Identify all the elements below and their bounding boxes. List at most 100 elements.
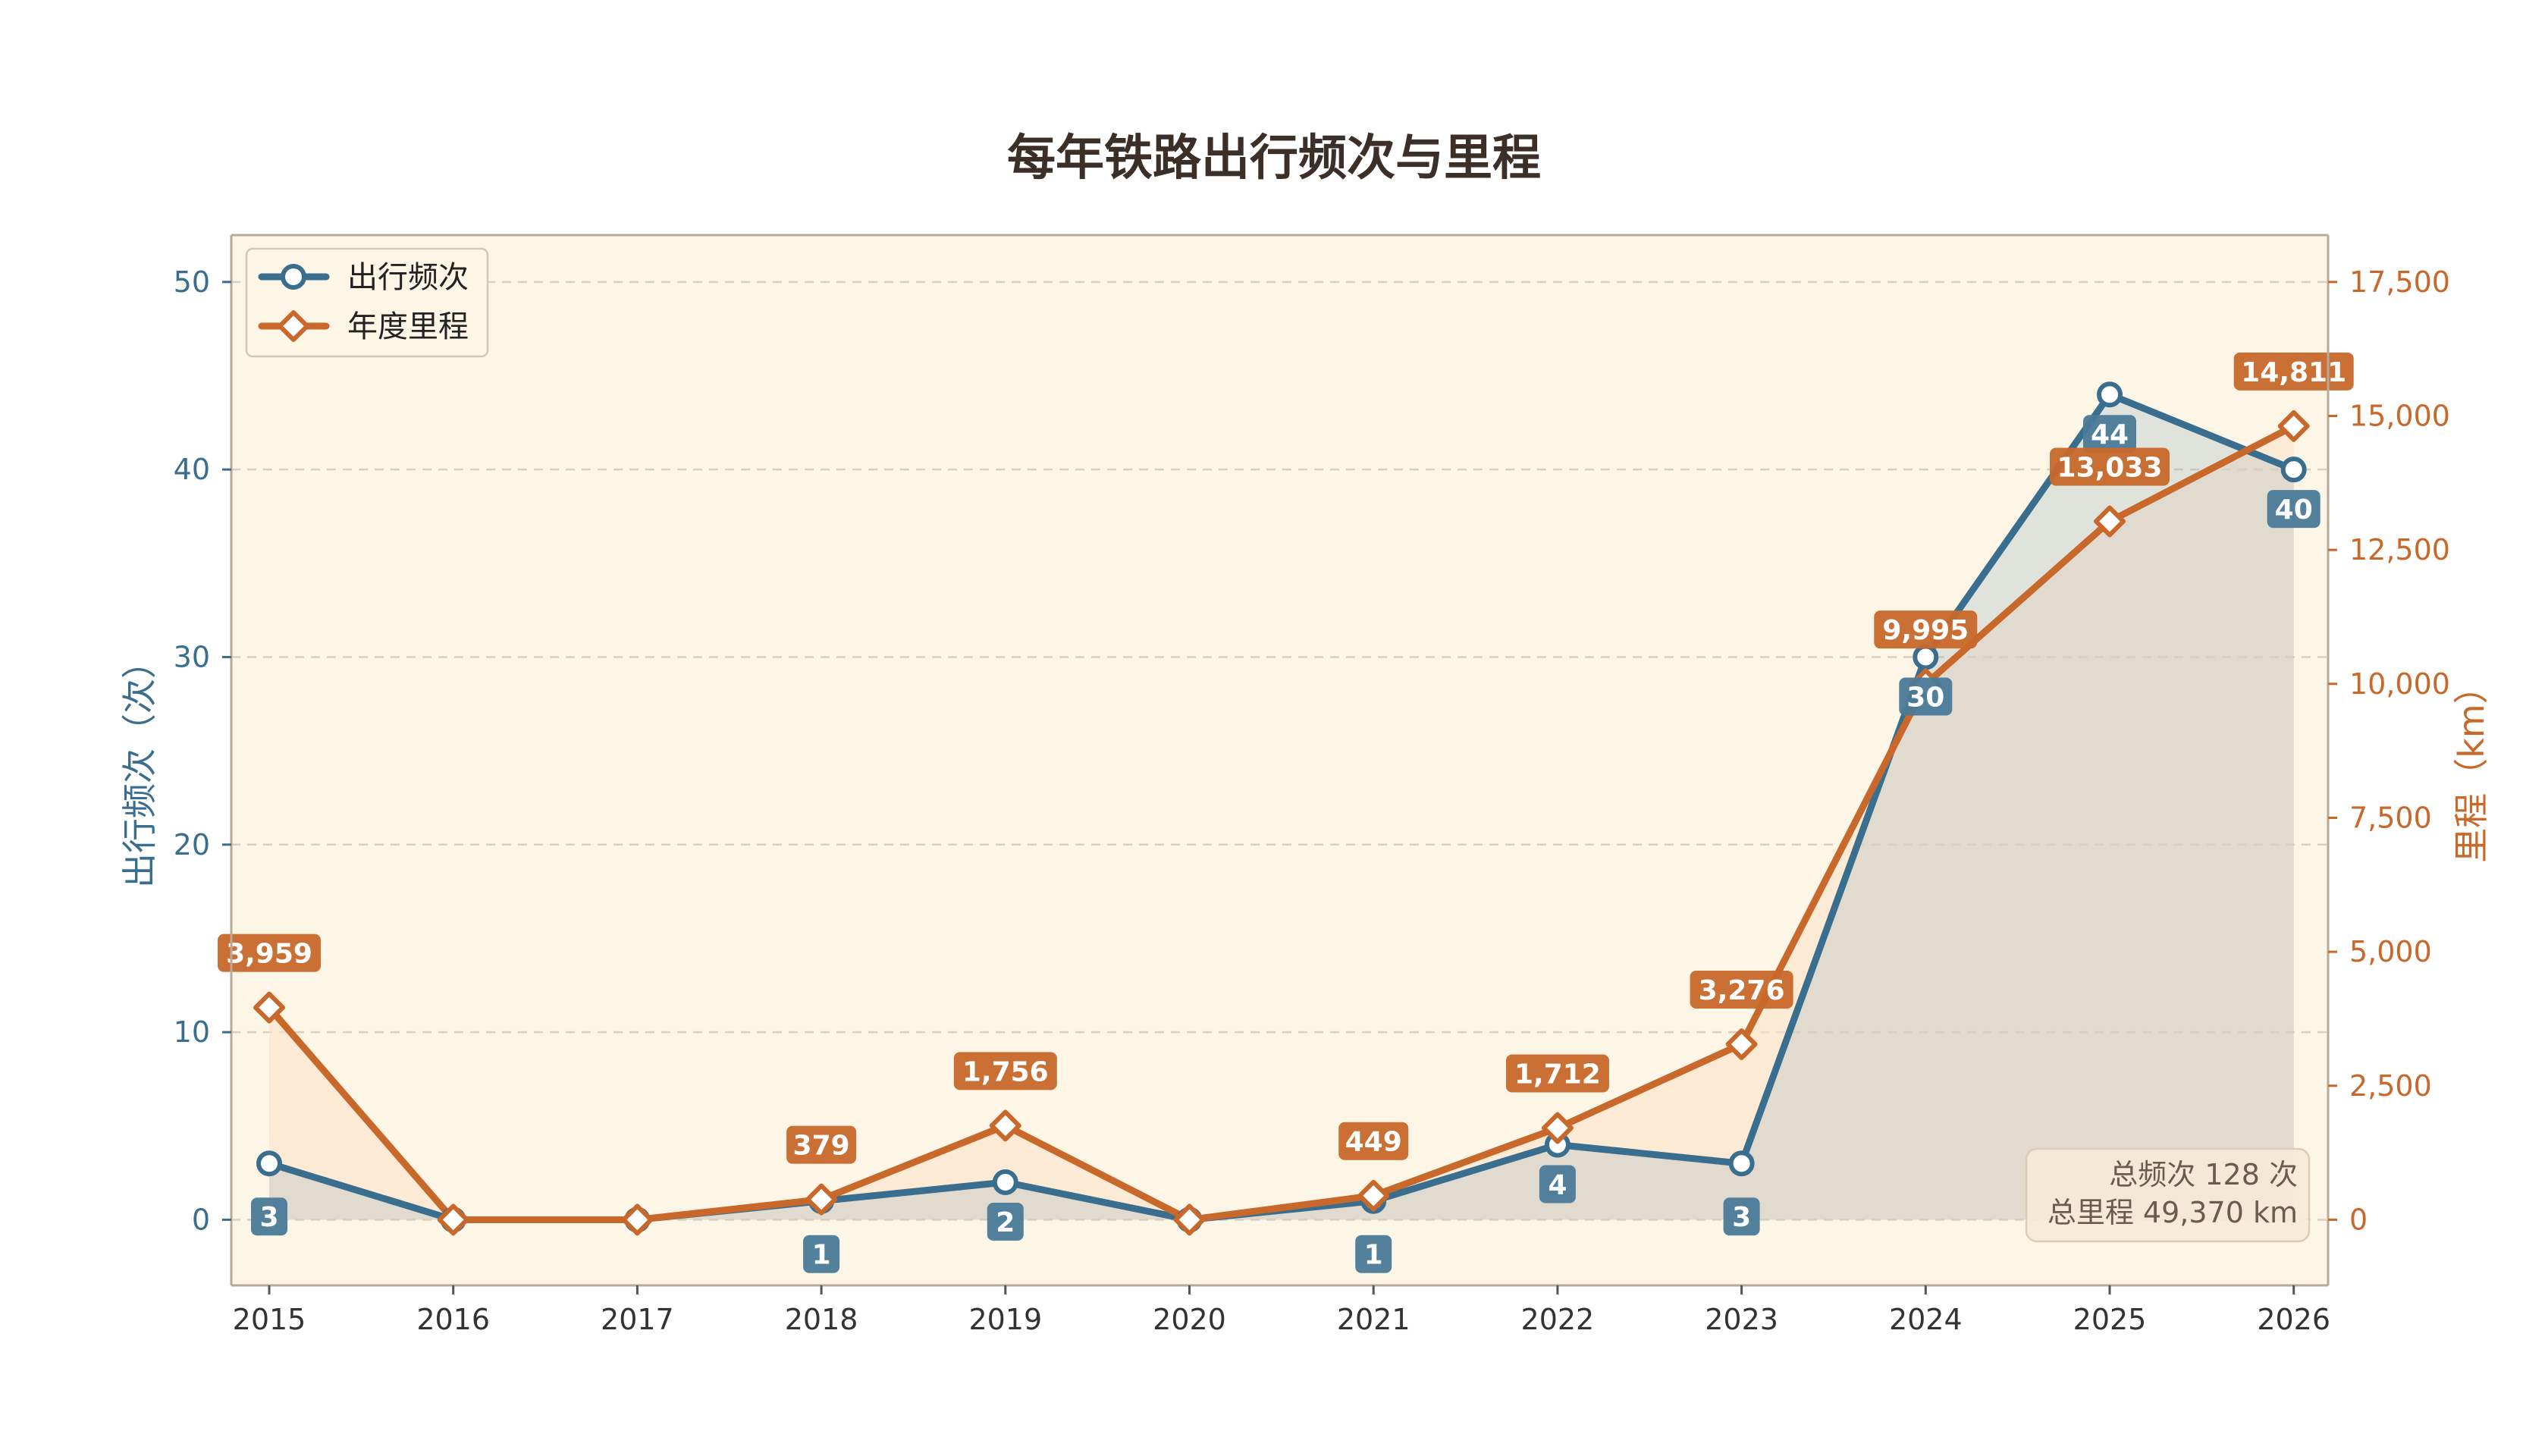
left-axis-title: 出行频次（次） [119,644,160,888]
x-tick-label-2026: 2026 [2257,1303,2330,1336]
count-label-2021: 1 [1355,1235,1392,1273]
right-tick-label-2: 5,000 [2349,935,2432,968]
mileage-label-2021-text: 449 [1345,1127,1402,1158]
legend-marker-count [281,264,306,290]
count-label-2024-bg [1899,677,1953,716]
count-label-2019: 2 [987,1202,1024,1241]
mileage-label-2019: 1,756 [953,1052,1057,1090]
count-marker-2026 [2280,457,2307,483]
left-tick-label-1: 10 [174,1015,210,1049]
x-tick-label-2016: 2016 [416,1303,490,1336]
axes: 0 10 20 30 40 50 0 2,500 5,000 7,500 10,000 12,500 1… [174,234,2450,1336]
right-axis-title: 里程（km） [2451,669,2492,862]
data-labels: 3 1 2 1 4 3 30 44 40 3,959 379 1,756 449 1,712 3,276 9,… [218,352,2354,1273]
mileage-marker-2020 [1173,1203,1206,1236]
count-label-2018-text: 1 [812,1240,831,1271]
mileage-label-2026-text: 14,811 [2241,357,2346,388]
area-fill-mileage [269,425,2294,1220]
mileage-label-2024-text: 9,995 [1882,615,1969,646]
count-label-2019-text: 2 [996,1207,1015,1238]
count-label-2021-text: 1 [1364,1240,1383,1271]
count-label-2018: 1 [803,1235,840,1273]
count-label-2018-bg [803,1235,840,1273]
count-label-2025-bg [2083,415,2136,453]
mileage-marker-2018 [805,1183,838,1216]
mileage-label-2015-bg [218,934,321,972]
mileage-label-2018-bg [786,1125,857,1164]
right-tick-label-3: 7,500 [2349,801,2432,834]
count-label-2023-bg [1723,1197,1760,1236]
mileage-label-2018-text: 379 [793,1131,850,1162]
mileage-label-2022-text: 1,712 [1514,1059,1601,1090]
mileage-label-2023-text: 3,276 [1699,975,1785,1006]
mileage-marker-2015 [253,991,285,1024]
count-label-2026: 40 [2267,490,2320,529]
count-marker-2019 [992,1169,1018,1195]
left-tick-label-2: 20 [174,828,210,861]
summary-total-mileage: 总里程 49,370 km [2048,1196,2298,1229]
left-tick-label-3: 30 [174,640,210,673]
count-label-2022-text: 4 [1548,1170,1567,1201]
mileage-label-2018: 379 [786,1125,857,1164]
mileage-label-2015: 3,959 [218,934,321,972]
x-tick-label-2023: 2023 [1705,1303,1778,1336]
legend: 出行频次 年度里程 [245,247,489,358]
count-label-2021-bg [1355,1235,1392,1273]
right-tick-label-0: 0 [2349,1203,2368,1236]
legend-label-count: 出行频次 [347,260,469,295]
count-label-2024-text: 30 [1906,682,1944,713]
mileage-marker-2026 [2277,410,2310,442]
mileage-label-2023-bg [1690,970,1793,1009]
mileage-label-2025-bg [2050,447,2170,486]
mileage-label-2019-bg [953,1052,1057,1090]
x-tick-label-2024: 2024 [1889,1303,1963,1336]
legend-entry-count: 出行频次 [258,260,469,295]
x-tick-label-2021: 2021 [1337,1303,1410,1336]
chart-title: 每年铁路出行频次与里程 [1007,130,1541,187]
x-tick-label-2018: 2018 [785,1303,858,1336]
mileage-marker-2016 [437,1203,469,1236]
mileage-marker-2022 [1541,1112,1574,1144]
mileage-label-2022-bg [1505,1054,1609,1093]
mileage-label-2021-bg [1338,1122,1409,1160]
legend-label-mileage: 年度里程 [347,309,469,344]
left-tick-label-4: 40 [174,453,210,486]
count-label-2015-bg [251,1197,287,1236]
count-label-2022: 4 [1539,1165,1576,1203]
mileage-label-2025-text: 13,033 [2057,452,2163,483]
right-tick-label-6: 15,000 [2349,399,2450,432]
count-label-2022-bg [1539,1165,1576,1203]
mileage-marker-2025 [2094,505,2126,538]
mileage-label-2015-text: 3,959 [226,939,312,970]
summary-box-background [2025,1147,2311,1243]
count-label-2024: 30 [1899,677,1953,716]
count-marker-2024 [1913,644,1939,670]
mileage-label-2019-text: 1,756 [962,1056,1049,1087]
summary-total-trips: 总频次 128 次 [2109,1158,2298,1191]
count-label-2025: 44 [2083,415,2136,453]
x-tick-label-2025: 2025 [2073,1303,2147,1336]
legend-entry-mileage: 年度里程 [258,309,469,344]
mileage-marker-2021 [1357,1179,1390,1212]
count-label-2023-text: 3 [1732,1202,1751,1233]
mileage-label-2026: 14,811 [2233,352,2354,391]
count-label-2026-text: 40 [2275,494,2313,526]
x-tick-label-2017: 2017 [601,1303,674,1336]
right-tick-label-7: 17,500 [2349,265,2450,299]
count-label-2026-bg [2267,490,2320,529]
count-label-2025-text: 44 [2091,419,2129,450]
mileage-label-2024: 9,995 [1874,610,1978,649]
x-tick-label-2022: 2022 [1521,1303,1595,1336]
right-tick-label-4: 10,000 [2349,667,2450,701]
legend-marker-mileage [278,310,309,342]
count-marker-2015 [256,1150,282,1177]
count-marker-2025 [2097,381,2123,408]
count-label-2023: 3 [1723,1197,1760,1236]
mileage-label-2026-bg [2233,352,2354,391]
count-label-2015-text: 3 [259,1202,278,1233]
right-tick-label-1: 2,500 [2349,1069,2432,1103]
count-label-2019-bg [987,1202,1024,1241]
left-tick-label-5: 50 [174,265,210,299]
mileage-label-2024-bg [1874,610,1978,649]
